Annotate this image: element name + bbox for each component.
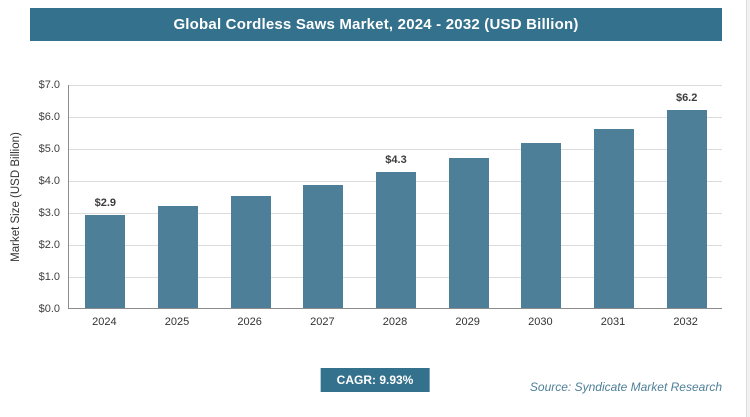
x-tick-label-2025: 2025: [164, 316, 190, 328]
x-tick-label-2031: 2031: [600, 316, 626, 328]
gridline: [69, 85, 722, 86]
y-tick-label: $6.0: [38, 111, 60, 123]
y-tick-label: $7.0: [38, 79, 60, 91]
bar-2030: [521, 143, 562, 308]
bar-2029: [448, 157, 489, 308]
x-tick-label-2030: 2030: [528, 316, 553, 328]
gridline: [69, 149, 722, 150]
bar-value-label-2032: $6.2: [675, 91, 698, 104]
bar-2031: [594, 128, 634, 308]
bar-2027: [303, 184, 344, 308]
cagr-badge: CAGR: 9.93%: [320, 368, 430, 392]
y-tick-label: $4.0: [38, 175, 60, 187]
y-tick-label: $5.0: [38, 143, 60, 155]
x-tick-label-2026: 2026: [237, 316, 262, 328]
chart-title: Global Cordless Saws Market, 2024 - 2032…: [173, 16, 579, 33]
x-tick-label-2028: 2028: [382, 316, 408, 328]
x-tick-label-2024: 2024: [92, 316, 117, 328]
bar-2026: [230, 196, 271, 308]
x-tick-label-2027: 2027: [310, 316, 335, 328]
y-axis-ticks: $0.0 $1.0 $2.0 $3.0 $4.0 $5.0 $6.0 $7.0: [0, 79, 60, 315]
x-axis-labels: 2024 2025 2026 2027 2028 2029 2030 2031 2032: [68, 316, 722, 332]
x-tick-label-2032: 2032: [673, 316, 698, 328]
bar-2028: [376, 172, 416, 308]
bar-value-label-2028: $4.3: [385, 154, 407, 166]
bar-2032: [666, 109, 707, 308]
bar-value-label-2024: $2.9: [94, 197, 117, 210]
gridline: [69, 117, 722, 118]
chart-title-bar: Global Cordless Saws Market, 2024 - 2032…: [30, 8, 722, 41]
plot-area: $2.9 $4.3 $6.2: [68, 85, 722, 309]
source-text: Source: Syndicate Market Research: [529, 380, 722, 394]
y-tick-label: $1.0: [38, 271, 60, 283]
bar-2024: [85, 215, 126, 308]
y-tick-label: $0.0: [38, 303, 60, 315]
bar-2025: [158, 205, 198, 308]
y-tick-label: $3.0: [38, 207, 60, 219]
x-tick-label-2029: 2029: [455, 316, 480, 328]
window-edge: [746, 0, 750, 417]
y-tick-label: $2.0: [38, 239, 60, 251]
